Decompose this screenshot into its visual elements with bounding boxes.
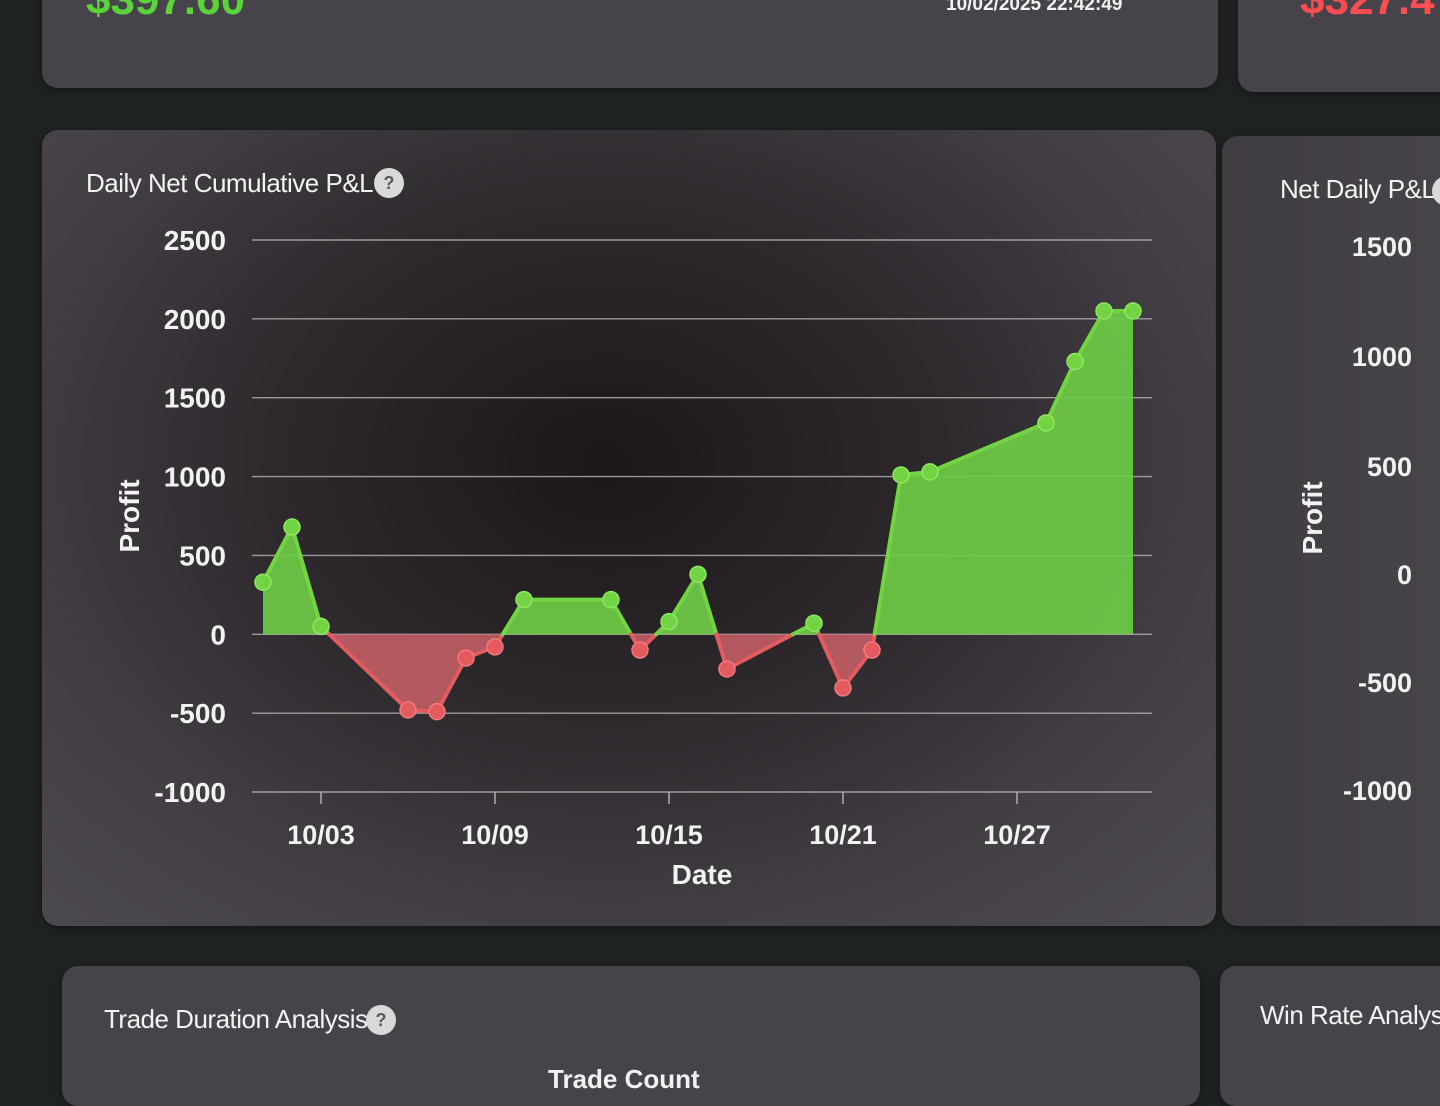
total-pnl-value: $397.60: [86, 0, 245, 22]
net-daily-pnl-card: [1222, 136, 1440, 926]
trade-duration-title: Trade Duration Analysis: [104, 1004, 368, 1034]
loss-value: $327.4: [1300, 0, 1435, 22]
top-summary-card: [42, 0, 1218, 88]
net-daily-pnl-title: Net Daily P&L: [1280, 174, 1436, 204]
help-icon[interactable]: ?: [374, 168, 404, 198]
cumulative-pnl-title: Daily Net Cumulative P&L: [86, 168, 374, 198]
top-summary-card-right: [1238, 0, 1440, 92]
win-rate-card: [1220, 966, 1440, 1106]
help-icon-partial[interactable]: [1432, 176, 1440, 206]
cumulative-pnl-card: [42, 130, 1216, 926]
help-icon[interactable]: ?: [366, 1005, 396, 1035]
win-rate-title: Win Rate Analysis: [1260, 1000, 1440, 1030]
last-updated-timestamp: 10/02/2025 22:42:49: [946, 0, 1123, 15]
